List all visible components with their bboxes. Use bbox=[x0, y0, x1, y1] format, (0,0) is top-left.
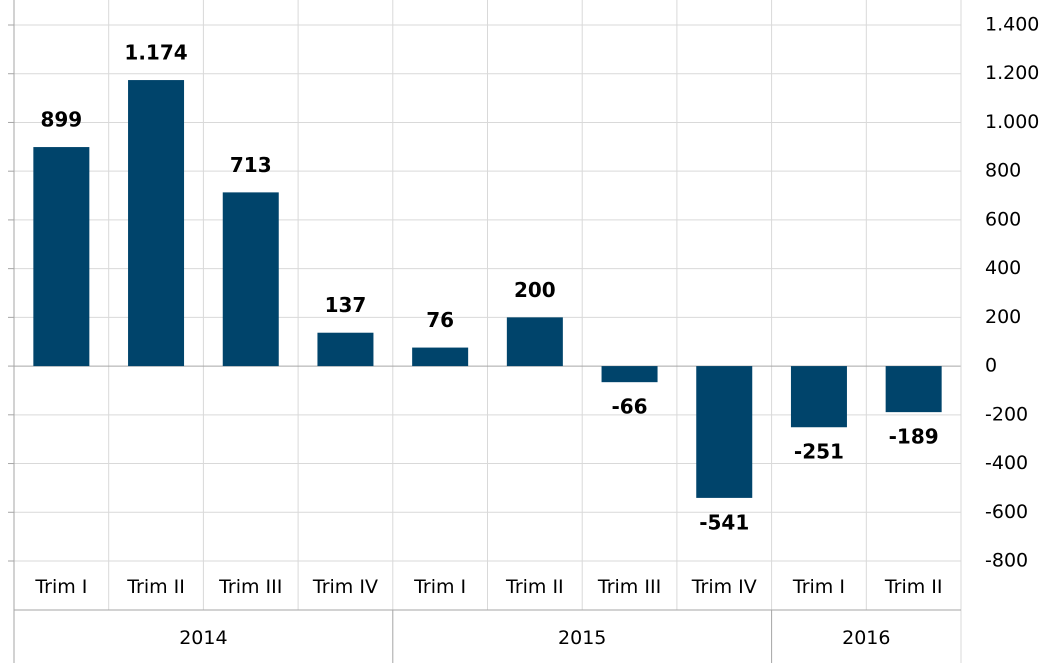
data-label: 137 bbox=[325, 293, 367, 317]
x-tick-label: Trim IV bbox=[312, 576, 378, 598]
data-label: -541 bbox=[699, 510, 749, 534]
x-tick-label: Trim III bbox=[218, 576, 282, 598]
data-label: -66 bbox=[611, 395, 647, 419]
y-tick-label: 1.400 bbox=[985, 14, 1039, 36]
y-tick-label: -600 bbox=[985, 501, 1028, 523]
bar bbox=[128, 80, 185, 367]
y-tick-label: -400 bbox=[985, 452, 1028, 474]
y-tick-label: -200 bbox=[985, 403, 1028, 425]
x-tick-label: Trim II bbox=[884, 576, 943, 598]
x-tick-label: Trim I bbox=[792, 576, 845, 598]
group-label: 2014 bbox=[179, 627, 227, 649]
bar bbox=[317, 332, 374, 367]
bar bbox=[506, 317, 563, 367]
group-label: 2016 bbox=[842, 627, 890, 649]
data-label: 899 bbox=[40, 108, 82, 132]
bar bbox=[601, 366, 658, 383]
data-label: -189 bbox=[889, 425, 939, 449]
y-tick-label: -800 bbox=[985, 550, 1028, 572]
y-tick-label: 200 bbox=[985, 306, 1021, 328]
bar bbox=[412, 347, 469, 367]
x-tick-label: Trim I bbox=[413, 576, 466, 598]
group-label: 2015 bbox=[558, 627, 606, 649]
bar bbox=[33, 147, 90, 367]
bar bbox=[222, 192, 279, 367]
x-tick-label: Trim III bbox=[597, 576, 661, 598]
bar bbox=[790, 366, 847, 428]
bar bbox=[885, 366, 942, 413]
y-tick-label: 800 bbox=[985, 160, 1021, 182]
y-tick-label: 1.200 bbox=[985, 62, 1039, 84]
x-tick-label: Trim IV bbox=[691, 576, 757, 598]
x-tick-label: Trim II bbox=[126, 576, 185, 598]
y-tick-label: 1.000 bbox=[985, 111, 1039, 133]
bar bbox=[696, 366, 753, 498]
x-tick-label: Trim I bbox=[34, 576, 87, 598]
y-tick-label: 400 bbox=[985, 257, 1021, 279]
data-label: 200 bbox=[514, 278, 556, 302]
data-label: 713 bbox=[230, 153, 272, 177]
y-tick-label: 0 bbox=[985, 355, 997, 377]
y-tick-label: 600 bbox=[985, 208, 1021, 230]
data-label: -251 bbox=[794, 440, 844, 464]
data-label: 1.174 bbox=[124, 41, 187, 65]
x-tick-label: Trim II bbox=[505, 576, 564, 598]
data-label: 76 bbox=[426, 308, 454, 332]
